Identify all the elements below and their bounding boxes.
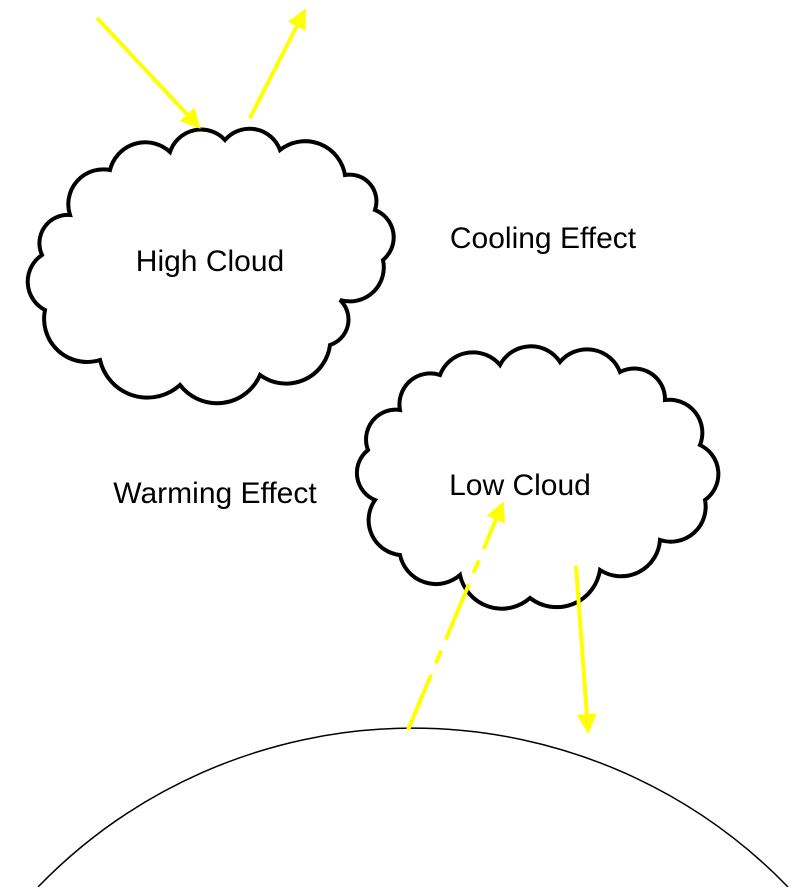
- high-cloud-label: High Cloud: [136, 245, 284, 278]
- reflected-arrow: [248, 8, 306, 119]
- warming-label: Warming Effect: [113, 477, 317, 510]
- earth: [37, 727, 789, 888]
- cooling-label: Cooling Effect: [450, 222, 637, 255]
- emitted-arrow: [406, 501, 506, 731]
- high-cloud: [25, 126, 396, 406]
- incoming-arrow: [95, 16, 201, 129]
- downward-arrow: [574, 565, 597, 734]
- low-cloud: [354, 344, 721, 611]
- low-cloud-label: Low Cloud: [449, 469, 591, 502]
